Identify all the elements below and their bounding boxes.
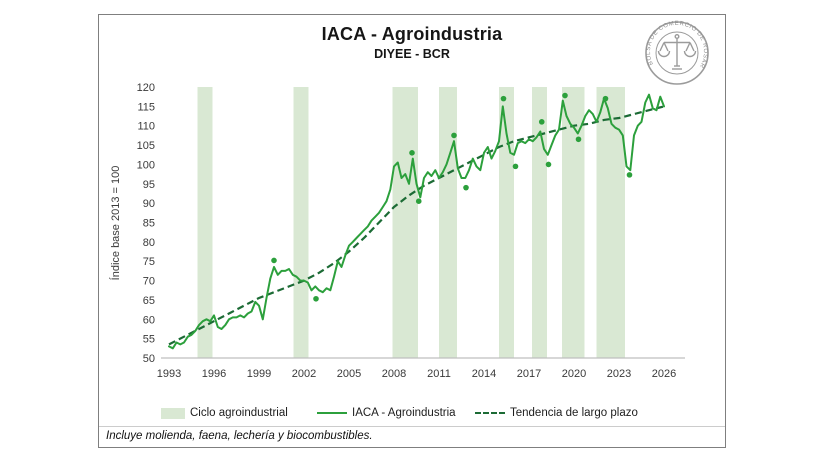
x-tick-label: 2020 (562, 368, 586, 380)
x-tick-label: 2011 (427, 368, 451, 380)
cycle-band (392, 87, 418, 358)
cycle-band (197, 87, 213, 358)
legend: Ciclo agroindustrial IACA - Agroindustri… (99, 405, 725, 423)
data-point-marker (500, 95, 507, 102)
y-tick-label: 100 (137, 159, 155, 171)
legend-item-iaca: IACA - Agroindustria (317, 405, 456, 421)
bcr-logo: BOLSA DE COMERCIO DE ROSARIO (640, 15, 711, 87)
cycle-band (293, 87, 309, 358)
logo-circular-text: BOLSA DE COMERCIO DE ROSARIO (640, 15, 707, 69)
cycle-band-swatch (161, 407, 185, 419)
trend-dash-swatch (475, 412, 505, 414)
x-tick-label: 2008 (382, 368, 406, 380)
cycle-band (532, 87, 547, 358)
iaca-line (168, 93, 665, 350)
chart-card: 50 55 60 65 70 75 80 85 90 95 100 105 110 115 120 1993 1… (98, 14, 726, 448)
data-point-marker (415, 198, 422, 205)
iaca-line-swatch (317, 412, 347, 414)
y-tick-label: 75 (143, 256, 155, 268)
x-tick-label: 1993 (157, 368, 181, 380)
data-point-marker (562, 92, 568, 99)
data-point-marker (575, 136, 582, 143)
y-tick-label: 70 (143, 276, 155, 288)
x-tick-label: 2017 (517, 368, 541, 380)
legend-label: IACA - Agroindustria (352, 407, 456, 419)
data-point-marker (512, 163, 519, 170)
data-point-marker (313, 295, 319, 302)
y-tick-label: 110 (137, 121, 155, 133)
cycle-band (562, 87, 585, 358)
data-point-marker (602, 95, 609, 102)
data-point-marker (538, 119, 545, 125)
data-point-marker (626, 172, 633, 178)
x-tick-label: 1999 (247, 368, 271, 380)
scales-icon: BOLSA DE COMERCIO DE ROSARIO (640, 15, 709, 85)
y-tick-label: 55 (143, 334, 155, 346)
cycle-band (596, 87, 625, 358)
y-tick-label: 50 (143, 353, 155, 365)
y-tick-label: 80 (143, 237, 155, 249)
x-tick-label: 2023 (607, 368, 631, 380)
legend-item-trend: Tendencia de largo plazo (475, 405, 638, 421)
y-tick-label: 120 (137, 82, 155, 94)
chart-subtitle: DIYEE - BCR (374, 47, 450, 61)
svg-text:BOLSA DE COMERCIO DE ROSARIO: BOLSA DE COMERCIO DE ROSARIO (643, 19, 708, 69)
data-point-marker (271, 257, 277, 264)
chart-title: IACA - Agroindustria (321, 24, 503, 44)
data-point-marker (451, 132, 457, 139)
cycle-band (499, 87, 514, 358)
footnote: Incluye molienda, faena, lechería y bioc… (106, 430, 373, 442)
data-point-marker (545, 161, 552, 168)
y-tick-label: 115 (137, 101, 155, 113)
cycle-band (439, 87, 457, 358)
data-point-marker (463, 184, 469, 191)
y-tick-label: 85 (143, 218, 155, 230)
x-tick-label: 1996 (202, 368, 226, 380)
scales-emblem (657, 33, 697, 70)
y-axis-title: Índice base 2013 = 100 (109, 166, 122, 281)
y-tick-label: 60 (143, 314, 155, 326)
data-point-marker (409, 150, 415, 156)
footer-divider (99, 426, 725, 427)
y-tick-label: 65 (143, 295, 155, 307)
y-tick-label: 90 (143, 198, 155, 210)
plot-area: 50 55 60 65 70 75 80 85 90 95 100 105 110 115 120 1993 1… (109, 82, 685, 380)
legend-label: Tendencia de largo plazo (510, 407, 638, 419)
y-tick-label: 105 (137, 140, 155, 152)
x-tick-label: 2002 (292, 368, 316, 380)
x-tick-label: 2005 (337, 368, 361, 380)
x-tick-label: 2014 (472, 368, 496, 380)
legend-label: Ciclo agroindustrial (190, 407, 288, 419)
legend-item-cycle: Ciclo agroindustrial (161, 405, 288, 421)
x-tick-label: 2026 (652, 368, 676, 380)
y-tick-label: 95 (143, 179, 155, 191)
